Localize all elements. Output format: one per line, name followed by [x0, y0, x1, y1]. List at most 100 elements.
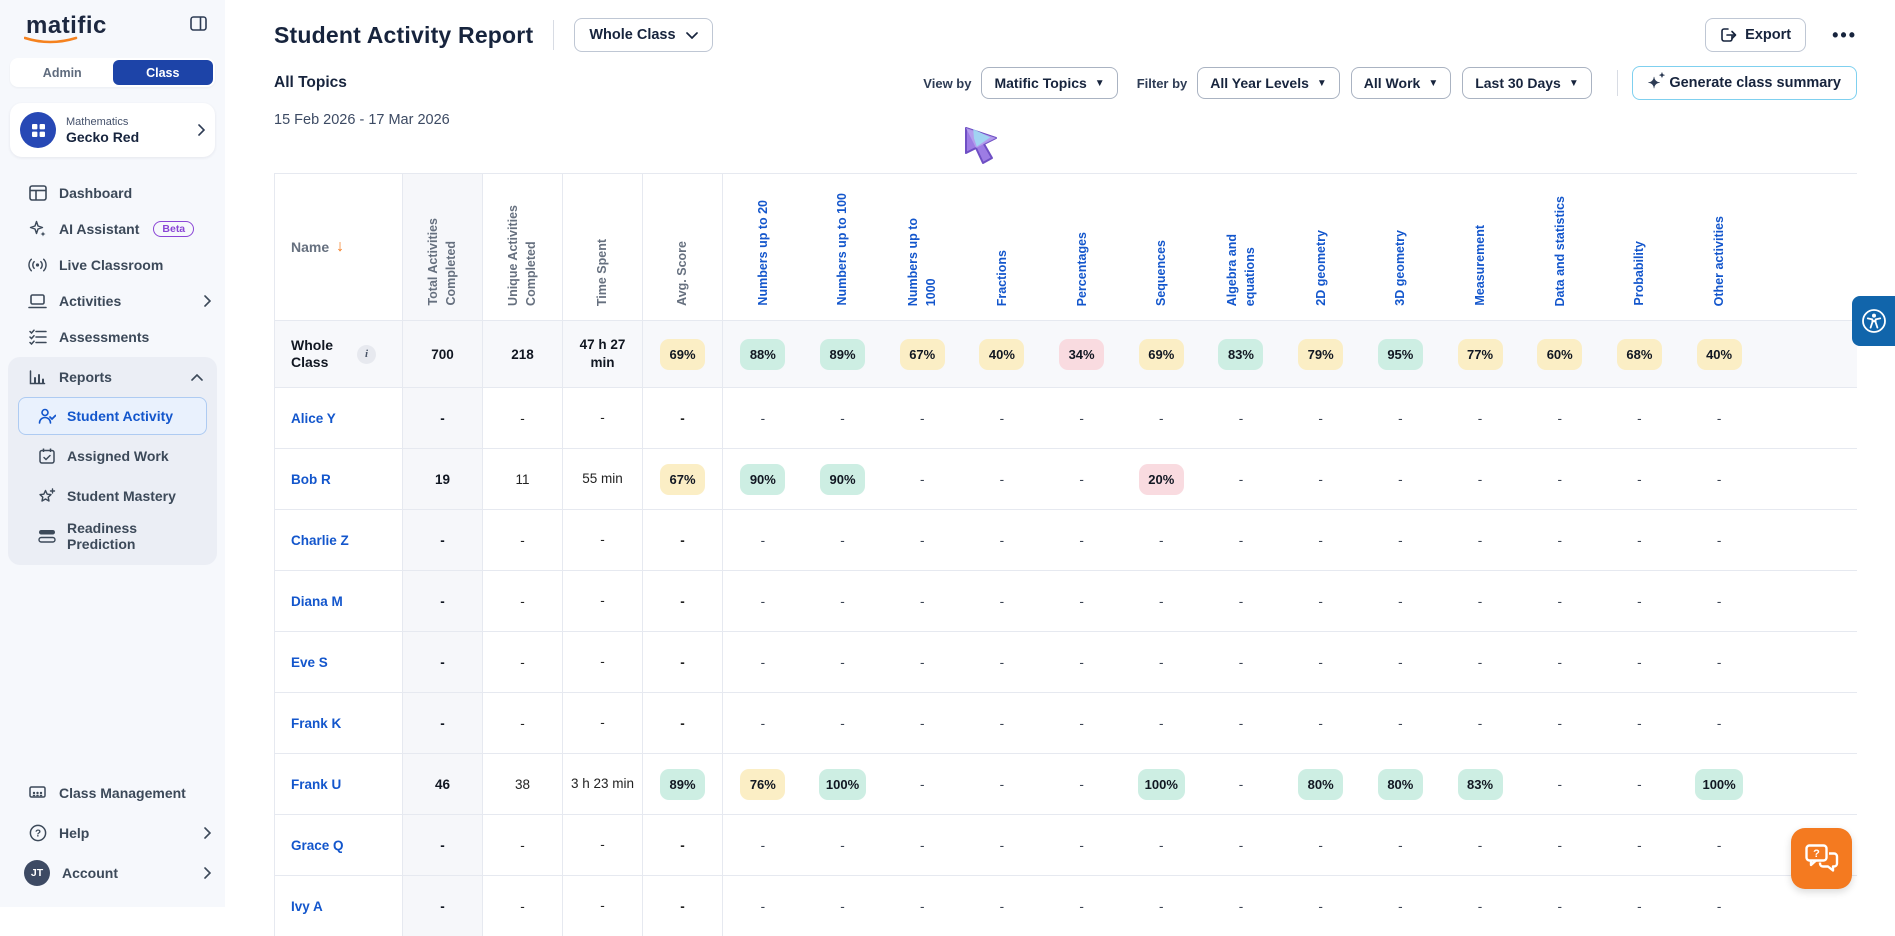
view-by-dropdown[interactable]: Matific Topics ▼ — [981, 67, 1117, 99]
topic-column-header[interactable]: Algebra and equations — [1201, 174, 1281, 320]
topic-column-header[interactable]: Numbers up to 100 — [803, 174, 883, 320]
total-activities-cell: 700 — [403, 321, 483, 387]
topic-score-cell: - — [1600, 815, 1680, 875]
metric-column-header[interactable]: Total Activities Completed — [403, 174, 483, 320]
student-name-link[interactable]: Charlie Z — [291, 533, 349, 548]
unique-activities-cell: 38 — [483, 754, 563, 814]
sidebar-item-help[interactable]: ? Help — [0, 813, 225, 853]
student-name-link[interactable]: Grace Q — [291, 838, 344, 853]
topic-column-header[interactable]: Fractions — [962, 174, 1042, 320]
topic-column-header[interactable]: Numbers up to 20 — [723, 174, 803, 320]
sidebar-item-assessments[interactable]: Assessments — [0, 319, 225, 355]
student-name-link[interactable]: Frank K — [291, 716, 341, 731]
topic-score-cell: 76% — [723, 754, 803, 814]
student-name-link[interactable]: Bob R — [291, 472, 331, 487]
sidebar-item-label: Live Classroom — [59, 257, 163, 273]
student-name-link[interactable]: Diana M — [291, 594, 343, 609]
metric-column-header[interactable]: Unique Activities Completed — [483, 174, 563, 320]
more-menu-icon[interactable]: ••• — [1832, 25, 1857, 46]
sidebar-item-live-classroom[interactable]: Live Classroom — [0, 247, 225, 283]
name-column-header[interactable]: Name ↓ — [274, 174, 403, 320]
student-name-cell: Grace Q — [274, 815, 403, 875]
sidebar-item-ai-assistant[interactable]: AI Assistant Beta — [0, 211, 225, 247]
unique-activities-cell: - — [483, 388, 563, 448]
metric-cell: - — [643, 632, 723, 692]
topic-score-cell: - — [1679, 815, 1759, 875]
sidebar-item-student-mastery[interactable]: Student Mastery — [18, 477, 207, 515]
date-range-text: 15 Feb 2026 - 17 Mar 2026 — [274, 112, 450, 128]
topic-column-header[interactable]: 2D geometry — [1281, 174, 1361, 320]
topic-score-cell: 40% — [1679, 321, 1759, 387]
topic-score-cell: - — [803, 876, 883, 936]
sidebar-item-label: Class Management — [59, 785, 186, 801]
class-icon — [20, 112, 56, 148]
time-spent-cell: 55 min — [563, 449, 643, 509]
topic-column-header[interactable]: Numbers up to 1000 — [882, 174, 962, 320]
topic-score-cell: - — [1520, 571, 1600, 631]
topic-score-cell: 80% — [1281, 754, 1361, 814]
class-selector-dropdown[interactable]: Whole Class — [574, 18, 712, 52]
topic-score-cell: - — [1042, 815, 1122, 875]
laptop-icon — [28, 294, 47, 309]
toggle-class[interactable]: Class — [113, 60, 214, 85]
topic-score-cell: 90% — [723, 449, 803, 509]
topic-column-header[interactable]: 3D geometry — [1361, 174, 1441, 320]
topic-score-cell: - — [962, 388, 1042, 448]
sidebar-item-account[interactable]: JT Account — [0, 853, 225, 893]
sidebar-item-activities[interactable]: Activities — [0, 283, 225, 319]
topic-column-header[interactable]: Data and statistics — [1520, 174, 1600, 320]
student-name-link[interactable]: Frank U — [291, 777, 341, 792]
topic-score-cell: - — [962, 876, 1042, 936]
score-badge: 95% — [1378, 339, 1423, 370]
topic-score-cell: - — [962, 632, 1042, 692]
generate-class-summary-button[interactable]: ✦✦ Generate class summary — [1632, 66, 1857, 100]
topic-score-cell: - — [1679, 876, 1759, 936]
score-badge: 80% — [1378, 769, 1423, 800]
chat-help-button[interactable]: ? — [1791, 828, 1852, 889]
sidebar-item-class-management[interactable]: Class Management — [0, 773, 225, 813]
time-spent-cell: 3 h 23 min — [563, 754, 643, 814]
export-button[interactable]: Export — [1705, 18, 1806, 52]
topic-score-cell: - — [1361, 510, 1441, 570]
score-badge: 90% — [740, 464, 785, 495]
topic-score-cell: - — [1440, 876, 1520, 936]
class-selector-card[interactable]: Mathematics Gecko Red — [10, 103, 215, 157]
accessibility-button[interactable] — [1852, 296, 1895, 346]
topic-score-cell: - — [1201, 388, 1281, 448]
unique-activities-cell: - — [483, 815, 563, 875]
chevron-right-icon — [204, 827, 211, 839]
chevron-right-icon — [198, 124, 205, 136]
sidebar-item-dashboard[interactable]: Dashboard — [0, 175, 225, 211]
student-name-link[interactable]: Alice Y — [291, 411, 336, 426]
total-activities-cell: - — [403, 815, 483, 875]
topic-column-header[interactable]: Other activities — [1679, 174, 1759, 320]
student-name-link[interactable]: Ivy A — [291, 899, 323, 914]
date-range-dropdown[interactable]: Last 30 Days ▼ — [1462, 67, 1592, 99]
topic-column-header[interactable]: Sequences — [1121, 174, 1201, 320]
class-management-icon — [28, 786, 47, 801]
sidebar-collapse-icon[interactable] — [190, 16, 207, 36]
sidebar-item-readiness-prediction[interactable]: Readiness Prediction — [18, 517, 207, 555]
total-activities-cell: - — [403, 510, 483, 570]
metric-column-header[interactable]: Avg. Score — [643, 174, 723, 320]
sidebar-item-label: Student Mastery — [67, 488, 176, 504]
info-icon[interactable]: i — [357, 345, 376, 364]
sidebar-item-reports[interactable]: Reports — [8, 359, 217, 395]
topic-score-cell: - — [1520, 449, 1600, 509]
year-level-dropdown[interactable]: All Year Levels ▼ — [1197, 67, 1340, 99]
topic-score-cell: - — [1281, 876, 1361, 936]
toggle-admin[interactable]: Admin — [12, 60, 113, 85]
sidebar-item-assigned-work[interactable]: Assigned Work — [18, 437, 207, 475]
topic-score-cell: - — [1201, 632, 1281, 692]
metric-column-header[interactable]: Time Spent — [563, 174, 643, 320]
score-badge: 88% — [740, 339, 785, 370]
sidebar-item-student-activity[interactable]: Student Activity — [18, 397, 207, 435]
filter-by-label: Filter by — [1137, 76, 1188, 91]
topic-score-cell: - — [1679, 388, 1759, 448]
topic-column-header[interactable]: Measurement — [1440, 174, 1520, 320]
work-type-dropdown[interactable]: All Work ▼ — [1351, 67, 1451, 99]
student-name-link[interactable]: Eve S — [291, 655, 328, 670]
topic-column-header[interactable]: Percentages — [1042, 174, 1122, 320]
work-type-value: All Work — [1364, 75, 1421, 91]
topic-column-header[interactable]: Probability — [1600, 174, 1680, 320]
